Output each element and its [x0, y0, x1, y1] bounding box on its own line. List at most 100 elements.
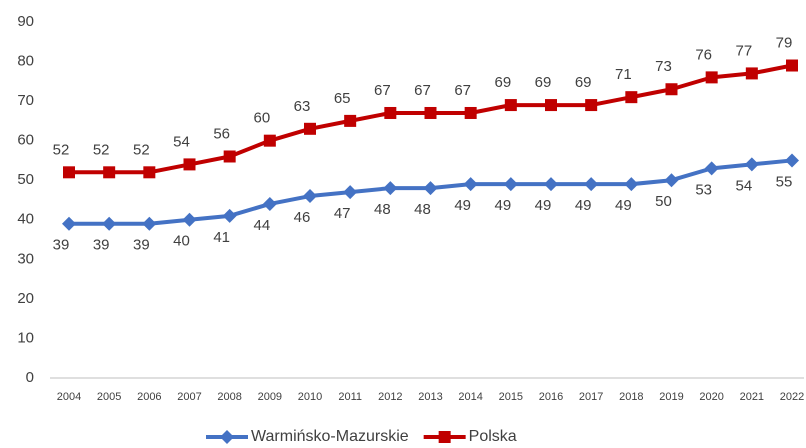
point-marker — [503, 177, 518, 192]
point-marker — [664, 173, 679, 188]
point-marker — [423, 181, 438, 196]
y-tick-label: 30 — [17, 250, 34, 267]
data-label: 69 — [535, 74, 552, 91]
point-marker — [383, 181, 398, 196]
point-marker — [786, 59, 798, 72]
point-marker — [544, 177, 558, 192]
data-label: 40 — [173, 233, 190, 250]
point-marker — [102, 216, 117, 231]
data-label: 69 — [494, 74, 511, 91]
point-marker — [704, 161, 719, 176]
data-label: 41 — [213, 229, 230, 246]
point-marker — [142, 216, 157, 231]
point-marker — [222, 208, 237, 223]
point-marker — [625, 91, 638, 104]
point-marker — [545, 99, 557, 112]
x-tick-label: 2016 — [539, 391, 563, 403]
data-label: 52 — [93, 141, 110, 158]
legend-label: Warmińsko-Mazurskie — [251, 428, 409, 445]
point-marker — [343, 185, 358, 200]
y-tick-label: 0 — [26, 369, 34, 386]
point-marker — [262, 196, 277, 211]
point-marker — [63, 166, 75, 179]
data-label: 47 — [334, 205, 351, 222]
data-label: 49 — [575, 197, 592, 214]
point-marker — [665, 83, 678, 96]
data-label: 44 — [253, 217, 270, 234]
data-label: 48 — [374, 201, 391, 218]
point-marker — [785, 153, 799, 168]
data-label: 79 — [776, 34, 793, 51]
point-marker — [183, 158, 196, 171]
point-marker — [424, 106, 437, 119]
point-marker — [705, 71, 718, 84]
data-label: 54 — [173, 133, 190, 150]
data-label: 55 — [776, 173, 793, 190]
point-marker — [182, 212, 197, 227]
point-marker — [344, 114, 357, 127]
data-label: 49 — [494, 197, 511, 214]
data-label: 46 — [294, 209, 311, 226]
point-marker — [303, 189, 317, 204]
data-label: 77 — [735, 42, 752, 59]
data-label: 49 — [454, 197, 471, 214]
x-tick-label: 2018 — [619, 391, 643, 403]
x-tick-label: 2010 — [298, 391, 322, 403]
point-marker — [744, 157, 759, 172]
legend-marker — [438, 431, 451, 443]
data-label: 65 — [334, 90, 351, 107]
point-marker — [62, 216, 76, 231]
y-tick-label: 80 — [17, 53, 34, 70]
point-marker — [584, 177, 599, 192]
point-marker — [304, 122, 316, 135]
data-label: 63 — [294, 98, 311, 115]
data-label: 39 — [93, 237, 110, 254]
point-marker — [504, 99, 517, 112]
x-tick-label: 2007 — [177, 391, 201, 403]
data-label: 60 — [253, 110, 270, 127]
data-label: 71 — [615, 66, 632, 83]
y-tick-label: 20 — [17, 290, 34, 307]
data-label: 49 — [615, 197, 632, 214]
x-tick-label: 2021 — [740, 391, 764, 403]
y-tick-label: 70 — [17, 92, 34, 109]
x-tick-label: 2004 — [57, 391, 81, 403]
x-tick-label: 2019 — [659, 391, 683, 403]
x-tick-label: 2014 — [458, 391, 482, 403]
point-marker — [624, 177, 639, 192]
data-label: 52 — [53, 141, 70, 158]
data-label: 56 — [213, 125, 230, 142]
data-label: 53 — [695, 181, 712, 198]
y-tick-label: 10 — [17, 329, 34, 346]
x-tick-label: 2022 — [780, 391, 804, 403]
data-label: 50 — [655, 193, 672, 210]
x-tick-label: 2013 — [418, 391, 442, 403]
data-label: 54 — [735, 177, 752, 194]
x-tick-label: 2015 — [499, 391, 523, 403]
x-tick-label: 2008 — [217, 391, 241, 403]
x-tick-label: 2017 — [579, 391, 603, 403]
x-tick-label: 2009 — [258, 391, 282, 403]
data-label: 67 — [414, 82, 431, 99]
legend-label: Polska — [469, 428, 517, 445]
data-label: 73 — [655, 58, 672, 75]
data-label: 49 — [535, 197, 552, 214]
data-label: 67 — [374, 82, 391, 99]
point-marker — [223, 150, 236, 163]
y-tick-label: 40 — [17, 211, 34, 228]
point-marker — [463, 177, 478, 192]
data-label: 39 — [53, 237, 70, 254]
point-marker — [464, 106, 477, 119]
point-marker — [745, 67, 758, 80]
x-tick-label: 2005 — [97, 391, 121, 403]
y-tick-label: 90 — [17, 13, 34, 30]
point-marker — [585, 99, 598, 112]
point-marker — [263, 134, 276, 147]
x-tick-label: 2006 — [137, 391, 161, 403]
point-marker — [143, 166, 156, 179]
data-label: 52 — [133, 141, 150, 158]
x-tick-label: 2012 — [378, 391, 402, 403]
data-label: 39 — [133, 237, 150, 254]
y-tick-label: 50 — [17, 171, 34, 188]
